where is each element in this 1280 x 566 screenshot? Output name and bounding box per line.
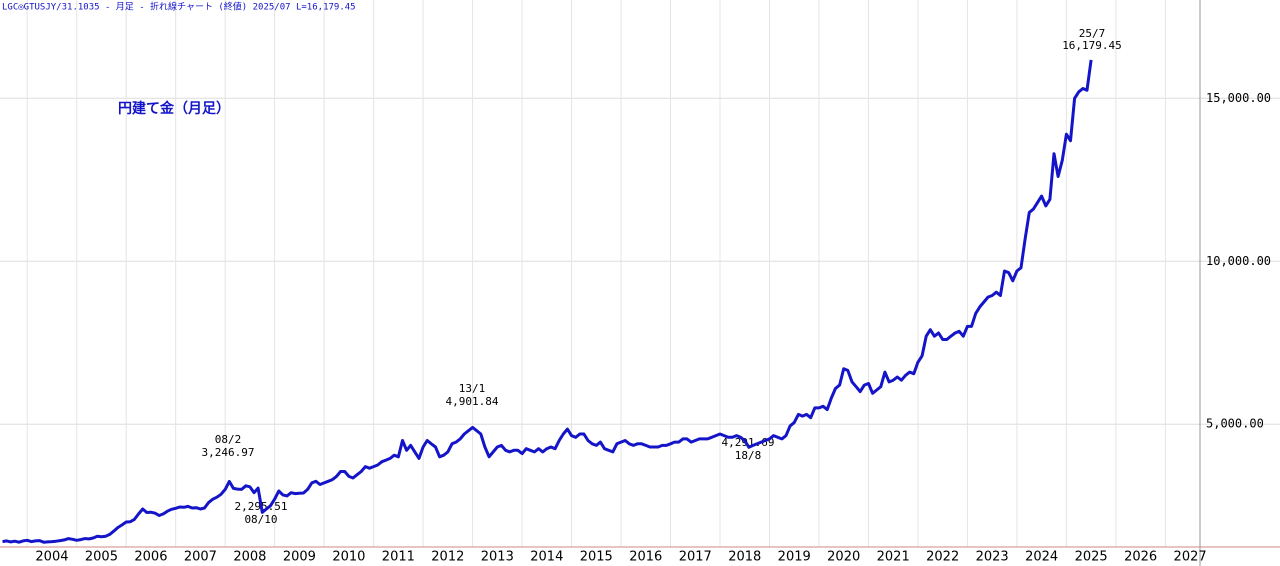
chart-title: 円建て金（月足） [118, 100, 230, 117]
x-tick-label: 2012 [431, 550, 464, 565]
annotation: 08/10 [244, 513, 277, 526]
header: LGC◎GTUSJY/31.1035 - 月足 - 折れ線チャート (終値) 2… [2, 1, 356, 13]
annotation: 13/1 [459, 382, 486, 395]
annotations: 08/2 3,246.97 2,295.51 08/10 13/1 4,901.… [202, 27, 1122, 526]
grid [0, 0, 1280, 547]
annotation: 25/7 [1079, 27, 1106, 40]
x-tick-label: 2019 [778, 550, 811, 565]
x-tick-label: 2017 [679, 550, 712, 565]
x-tick-label: 2011 [382, 550, 415, 565]
x-tick-label: 2013 [481, 550, 514, 565]
annotation: 4,291.69 [722, 436, 775, 449]
y-tick-label: 10,000.00 [1206, 254, 1271, 268]
x-tick-label: 2006 [134, 550, 167, 565]
x-tick-label: 2024 [1025, 550, 1058, 565]
annotation: 18/8 [735, 449, 762, 462]
annotation: 3,246.97 [202, 446, 255, 459]
y-tick-label: 15,000.00 [1206, 91, 1271, 105]
x-tick-label: 2004 [35, 550, 68, 565]
x-tick-label: 2026 [1124, 550, 1157, 565]
x-tick-label: 2027 [1174, 550, 1207, 565]
x-tick-label: 2023 [976, 550, 1009, 565]
x-tick-label: 2005 [85, 550, 118, 565]
annotation: 16,179.45 [1062, 39, 1122, 52]
x-tick-label: 2018 [728, 550, 761, 565]
x-tick-label: 2010 [332, 550, 365, 565]
x-tick-label: 2020 [827, 550, 860, 565]
series-line [2, 59, 1093, 544]
x-tick-label: 2014 [530, 550, 563, 565]
annotation: 4,901.84 [446, 395, 499, 408]
x-tick-label: 2008 [233, 550, 266, 565]
x-tick-label: 2016 [629, 550, 662, 565]
y-tick-label: 5,000.00 [1206, 417, 1264, 431]
annotation: 08/2 [215, 433, 242, 446]
x-tick-label: 2022 [926, 550, 959, 565]
x-tick-label: 2007 [184, 550, 217, 565]
x-tick-label: 2015 [580, 550, 613, 565]
x-tick-label: 2021 [877, 550, 910, 565]
x-tick-label: 2009 [283, 550, 316, 565]
x-tick-label: 2025 [1075, 550, 1108, 565]
